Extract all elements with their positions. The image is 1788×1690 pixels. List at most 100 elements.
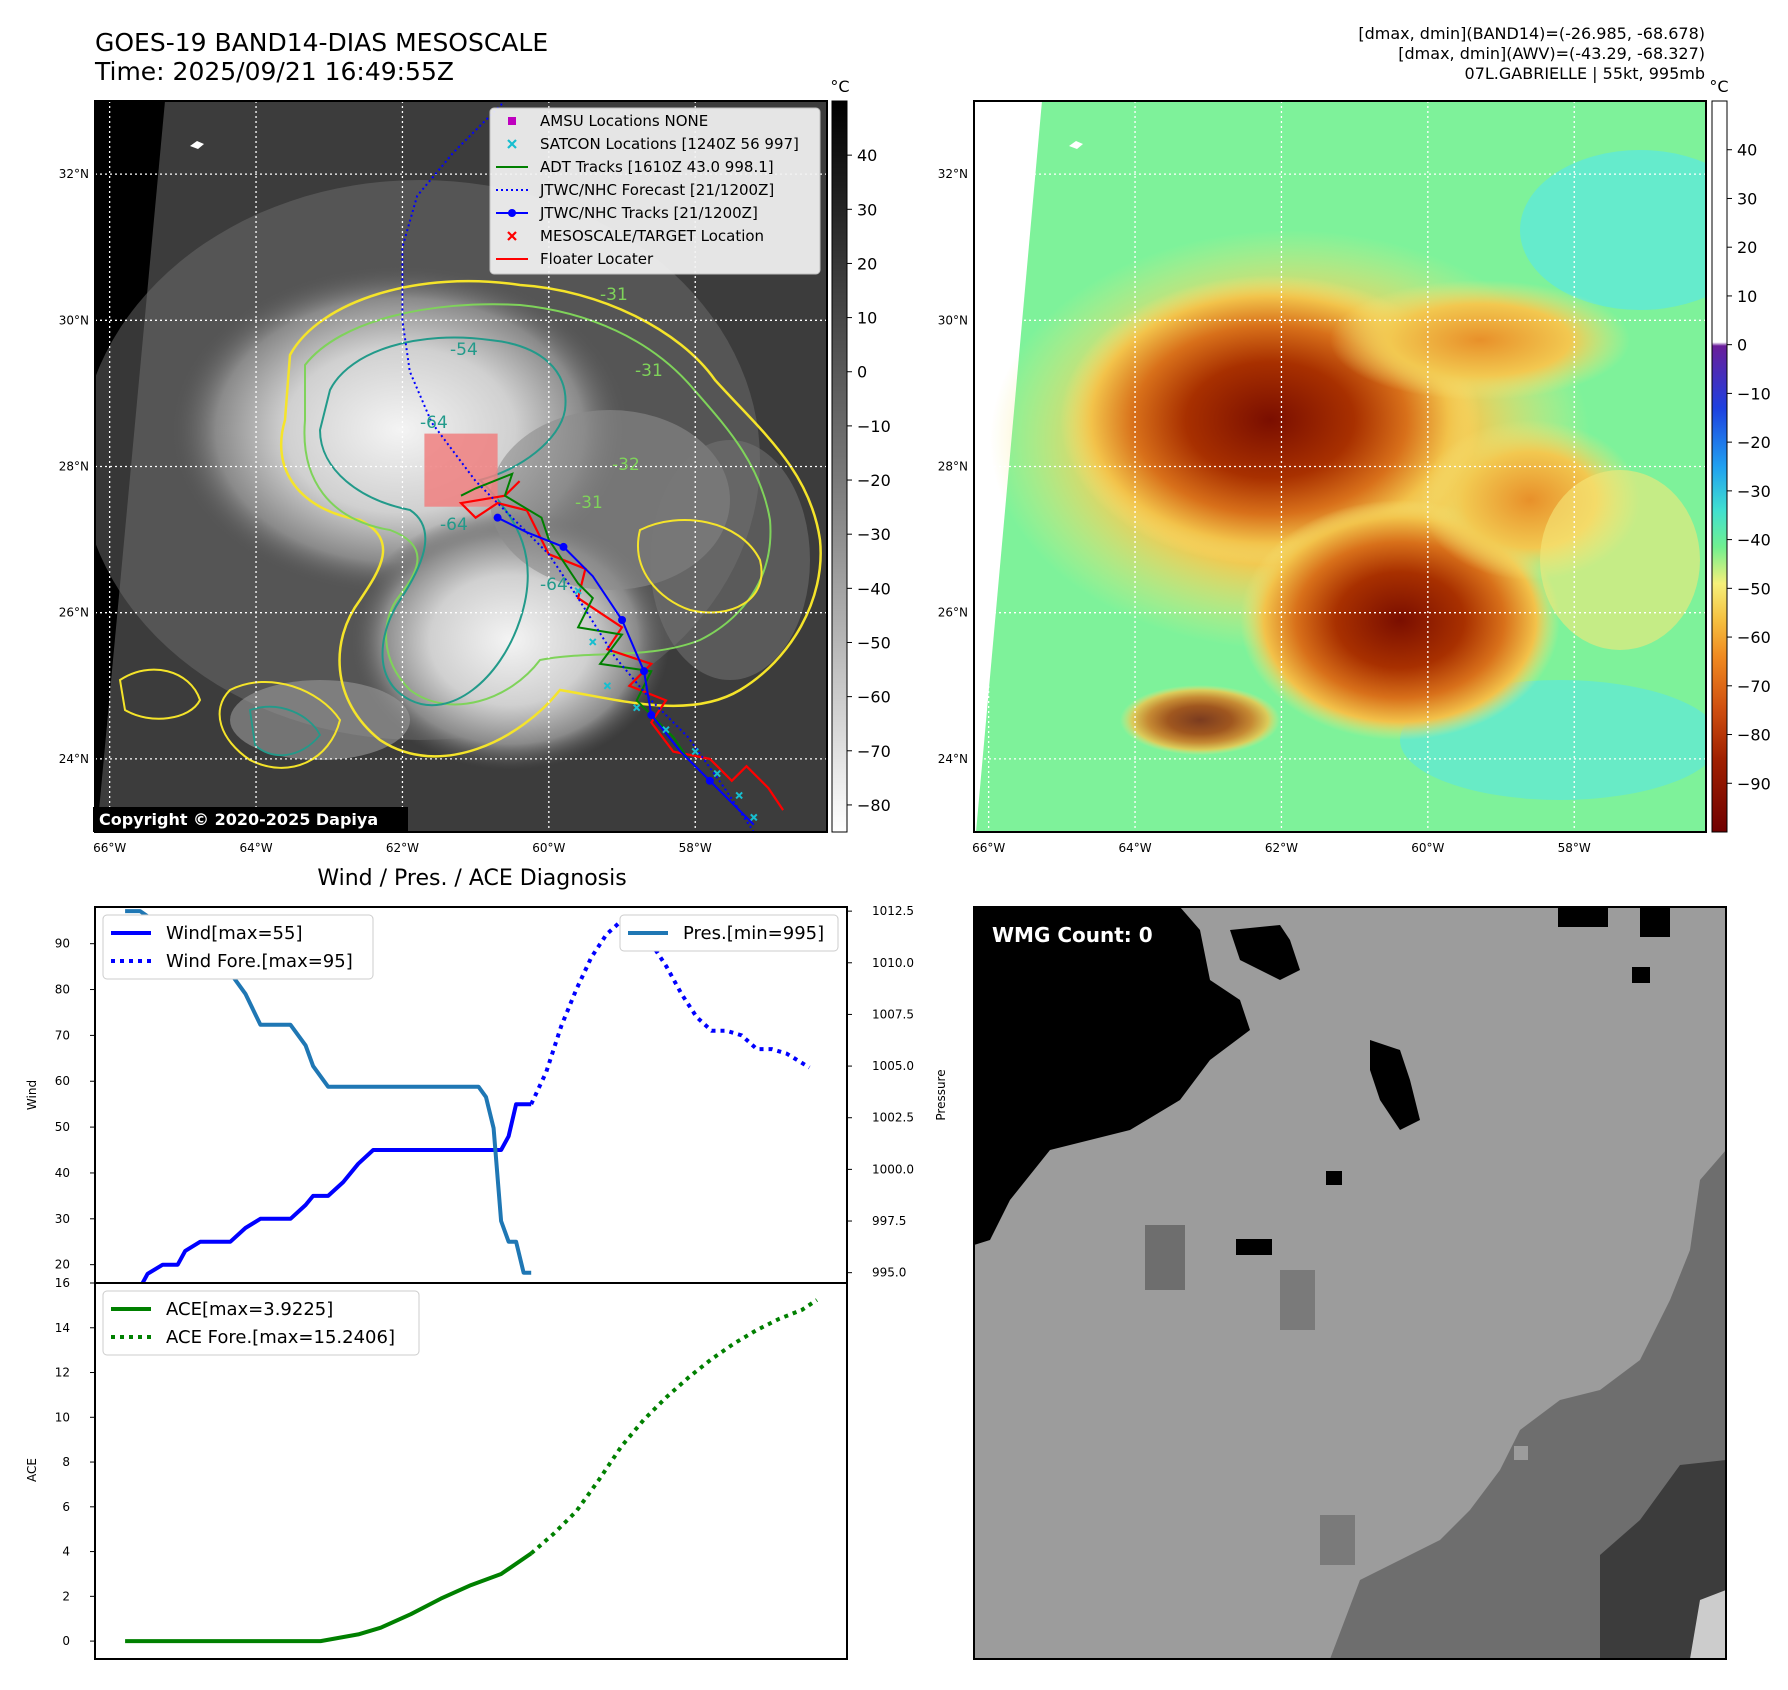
pressure-ytick-label: 1010.0 (872, 956, 914, 970)
wmg-imagery (974, 907, 1726, 1659)
contour-yellow-north (279, 279, 822, 758)
wind-ytick-label: 30 (55, 1212, 70, 1226)
contour-label: -64 (420, 413, 448, 433)
color-ir-lat-tick: 30°N (938, 313, 968, 327)
info-line-2: [dmax, dmin](AWV)=(-43.29, -68.327) (1398, 44, 1705, 63)
title-line-2: Time: 2025/09/21 16:49:55Z (94, 57, 454, 86)
jtwc-track-point (640, 667, 648, 676)
ir-lat-tick: 32°N (59, 167, 89, 181)
gray-tick-label: −20 (857, 471, 891, 490)
satcon-point (632, 704, 641, 712)
pressure-legend-label: Pres.[min=995] (683, 923, 824, 944)
ir-map-frame (94, 100, 828, 833)
satcon-point (603, 682, 612, 690)
ir-lon-tick: 58°W (679, 841, 712, 855)
wmg-panel: WMG Count: 0 (973, 906, 1727, 1660)
legend-label: Floater Locater (540, 250, 654, 268)
ace-legend-label: ACE Fore.[max=15.2406] (166, 1327, 395, 1348)
legend-marker-x (507, 231, 517, 241)
color-tick-label: 10 (1737, 287, 1757, 306)
pressure-ytick-label: 1007.5 (872, 1007, 914, 1021)
ir-contours (118, 279, 822, 769)
satcon-point (713, 769, 721, 778)
color-ir-map-panel: 66°W 64°W 62°W 60°W 58°W 32°N 30°N 28°N 26°N 24°N (938, 100, 1707, 855)
wind-ylabel: Wind (25, 1080, 39, 1110)
jtwc-track-point (647, 711, 656, 720)
ir-lon-tick: 62°W (386, 841, 419, 855)
color-tick-label: 40 (1737, 141, 1757, 160)
info-line-3: 07L.GABRIELLE | 55kt, 995mb (1465, 64, 1705, 83)
color-ir-imagery (974, 101, 1706, 832)
contour-yellow-west (118, 668, 202, 720)
map-legend: AMSU Locations NONE SATCON Locations [124… (489, 107, 821, 275)
ace-ytick-label: 0 (62, 1634, 70, 1648)
ace-ytick-label: 6 (62, 1500, 70, 1514)
ir-map-axis-ticks: 66°W 64°W 62°W 60°W 58°W 32°N 30°N 28°N 26°N 24°N (59, 167, 712, 855)
contour-teal-inner (318, 336, 567, 707)
ir-lat-tick: 26°N (59, 606, 89, 620)
contour-label: -31 (635, 361, 663, 381)
pressure-ytick-label: 995.0 (872, 1266, 906, 1280)
title-line-1: GOES-19 BAND14-DIAS MESOSCALE (95, 28, 548, 57)
jtwc-track-point (493, 513, 502, 522)
color-tick-label: −70 (1737, 677, 1771, 696)
satcon-point (735, 791, 743, 800)
ir-map-panel: -54 -31 -64 -32 -31 -64 -64 -31 Copyright © 202… (59, 100, 828, 855)
legend-label: JTWC/NHC Tracks [21/1200Z] (539, 204, 758, 222)
wind-pressure-chart: Wind / Pres. / ACE Diagnosis 20 30 40 50 60 7… (25, 866, 948, 1290)
color-ir-lon-tick: 60°W (1411, 841, 1444, 855)
pressure-ytick-label: 1000.0 (872, 1162, 914, 1176)
satcon-point (691, 747, 699, 756)
ir-lat-tick: 24°N (59, 752, 89, 766)
gray-tick-label: 10 (857, 309, 877, 328)
color-ir-lon-tick: 62°W (1265, 841, 1298, 855)
gray-colorbar: °C 40 30 20 10 0 −10 −20 −30 −40 −50 −60 −70 −80 (830, 77, 891, 833)
wind-ytick-label: 20 (55, 1258, 70, 1272)
copyright-text: Copyright © 2020-2025 Dapiya (99, 810, 378, 829)
ace-ylabel: ACE (25, 1458, 39, 1482)
adt-track (460, 472, 689, 760)
ir-lat-tick: 30°N (59, 313, 89, 327)
gray-tick-label: −60 (857, 688, 891, 707)
jtwc-track-point (705, 776, 714, 785)
ace-ytick-label: 8 (62, 1455, 70, 1469)
color-tick-label: −90 (1737, 774, 1771, 793)
color-ir-lat-tick: 32°N (938, 167, 968, 181)
legend-marker-x (507, 139, 517, 149)
floater-track (458, 480, 785, 811)
gray-tick-label: 20 (857, 254, 877, 273)
pressure-ytick-label: 1012.5 (872, 904, 914, 918)
contour-label: -64 (440, 515, 468, 535)
contour-label: -32 (612, 455, 640, 475)
gray-colorbar-unit: °C (830, 77, 849, 96)
wind-ytick-label: 80 (55, 983, 70, 997)
satcon-point (589, 638, 597, 646)
ace-chart: 0 2 4 6 8 10 12 14 16 ACE ACE[max=3.9225] ACE For… (25, 1276, 848, 1660)
ir-lon-tick: 66°W (93, 841, 126, 855)
contour-teal-south (249, 705, 322, 757)
wind-ytick-label: 90 (55, 937, 70, 951)
series-wind-forecast (529, 918, 811, 1106)
jtwc-track-point (618, 616, 627, 625)
satcon-point (750, 813, 758, 822)
contour-label: -64 (540, 575, 568, 595)
color-tick-label: −40 (1737, 531, 1771, 550)
wind-legend-label: Wind[max=55] (166, 923, 303, 944)
gray-tick-label: −50 (857, 633, 891, 652)
target-box (424, 433, 498, 507)
color-ir-gridlines (974, 101, 1706, 832)
color-tick-label: −10 (1737, 384, 1771, 403)
color-tick-label: −20 (1737, 433, 1771, 452)
color-tick-label: 0 (1737, 336, 1747, 355)
color-tick-label: 20 (1737, 238, 1757, 257)
legend-label: SATCON Locations [1240Z 56 997] (540, 135, 799, 153)
color-ir-axis-ticks: 66°W 64°W 62°W 60°W 58°W 32°N 30°N 28°N 26°N 24°N (938, 167, 1591, 855)
gray-tick-label: −80 (857, 796, 891, 815)
color-colorbar: °C 40 30 20 10 0 −10 −20 −30 −40 −50 −60 −70 −80 −90 (1709, 77, 1771, 833)
legend-label: ADT Tracks [1610Z 43.0 998.1] (540, 158, 774, 176)
info-line-1: [dmax, dmin](BAND14)=(-26.985, -68.678) (1358, 24, 1705, 43)
ir-lat-tick: 28°N (59, 460, 89, 474)
color-colorbar-unit: °C (1709, 77, 1728, 96)
wind-legend-box (102, 914, 374, 980)
